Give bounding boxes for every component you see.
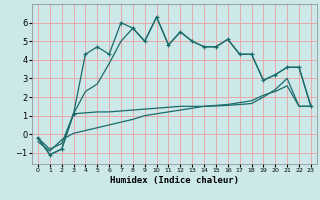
X-axis label: Humidex (Indice chaleur): Humidex (Indice chaleur)	[110, 176, 239, 185]
